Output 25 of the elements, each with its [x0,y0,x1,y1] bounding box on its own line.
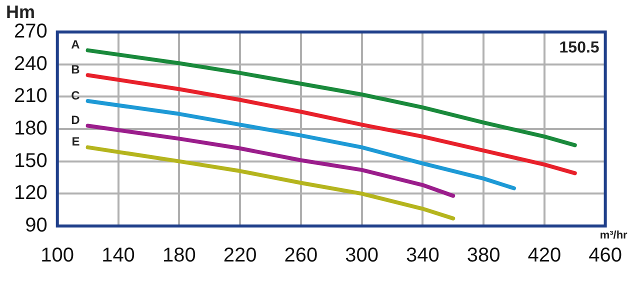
x-axis-title: m³/hr [600,230,628,242]
x-tick-label: 300 [345,244,378,267]
y-tick-label: 90 [25,214,48,237]
x-tick-label: 140 [102,244,135,267]
series-label: A [71,38,80,52]
y-tick-label: 270 [14,20,48,43]
y-tick-label: 180 [14,118,48,140]
x-tick-label: 340 [406,244,440,267]
y-tick-label: 240 [14,52,48,75]
x-tick-label: 380 [466,244,500,267]
y-tick-label: 120 [14,182,48,204]
x-tick-label: 220 [223,244,257,267]
series-label: C [71,88,80,102]
y-tick-label: 210 [14,85,48,108]
series-label: B [71,62,80,76]
y-tick-label: 150 [14,150,48,172]
annotation: 150.5 [559,39,600,56]
x-tick-label: 100 [40,244,74,267]
x-tick-label: 180 [162,244,196,267]
series-label: D [71,113,80,128]
x-tick-label: 420 [528,244,562,267]
x-tick-label: 260 [284,244,318,267]
series-label: E [72,134,80,149]
x-tick-label: 460 [588,244,622,267]
y-axis-title: Hm [6,2,36,22]
